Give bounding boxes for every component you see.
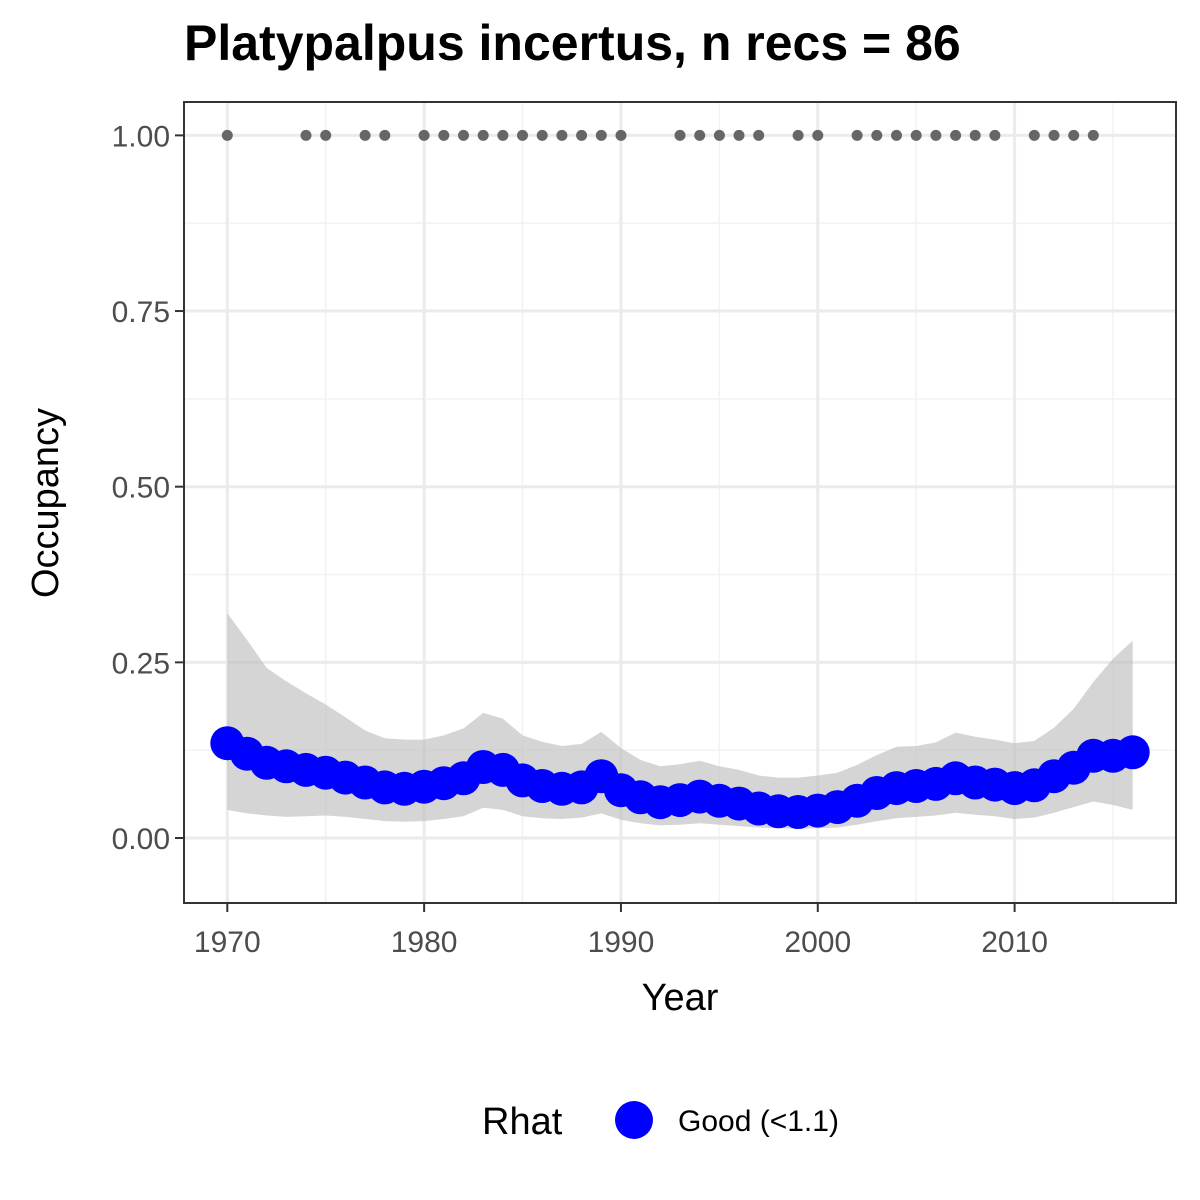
y-tick-label: 0.25: [112, 647, 170, 680]
record-point: [891, 129, 902, 141]
record-point: [969, 129, 981, 141]
record-point: [812, 129, 824, 141]
legend-label-good: Good (<1.1): [678, 1105, 839, 1138]
record-point: [950, 129, 962, 141]
record-point: [1028, 129, 1040, 141]
y-axis-title: Occupancy: [25, 408, 67, 598]
record-point: [753, 129, 765, 141]
record-point: [910, 129, 922, 141]
record-point: [576, 129, 588, 141]
record-point: [1068, 129, 1080, 141]
record-point: [517, 129, 528, 141]
axis-layer: 0.00 0.25 0.50 0.75 1.00 1970 1980 1990 2000 2010: [112, 120, 1048, 959]
record-point: [713, 129, 725, 141]
legend: Rhat Good (<1.1): [482, 1101, 839, 1143]
record-point-layer: [221, 129, 1099, 141]
record-point: [871, 129, 883, 141]
record-point: [477, 129, 489, 141]
record-point: [221, 129, 233, 141]
legend-key-good: [615, 1101, 653, 1139]
record-point: [1048, 129, 1060, 141]
record-point: [418, 129, 430, 141]
record-point: [379, 129, 391, 141]
record-point: [930, 129, 942, 141]
x-tick-label: 1990: [588, 926, 655, 959]
record-point: [694, 129, 706, 141]
x-tick-label: 1970: [194, 926, 261, 959]
x-tick-label: 1980: [391, 926, 458, 959]
record-point: [320, 129, 332, 141]
legend-title: Rhat: [482, 1101, 563, 1143]
y-tick-label: 0.75: [112, 296, 170, 329]
record-point: [595, 129, 607, 141]
record-point: [359, 129, 371, 141]
y-tick-label: 0.50: [112, 472, 170, 505]
record-point: [438, 129, 450, 141]
record-point: [536, 129, 548, 141]
record-point: [615, 129, 627, 141]
x-tick-label: 2000: [784, 926, 851, 959]
x-tick-label: 2010: [981, 926, 1048, 959]
panel-border: [183, 101, 1177, 904]
occupancy-point: [1115, 735, 1150, 770]
record-point: [300, 129, 312, 141]
record-point: [1087, 129, 1099, 141]
record-point: [792, 129, 804, 141]
y-tick-label: 0.00: [112, 823, 170, 856]
x-axis-title: Year: [642, 977, 719, 1019]
occupancy-point-layer: [210, 726, 1150, 829]
record-point: [674, 129, 686, 141]
y-tick-label: 1.00: [112, 120, 170, 153]
record-point: [733, 129, 745, 141]
chart-title: Platypalpus incertus, n recs = 86: [184, 15, 961, 71]
record-point: [458, 129, 469, 141]
record-point: [851, 129, 863, 141]
record-point: [556, 129, 568, 141]
record-point: [989, 129, 1001, 141]
record-point: [497, 129, 509, 141]
